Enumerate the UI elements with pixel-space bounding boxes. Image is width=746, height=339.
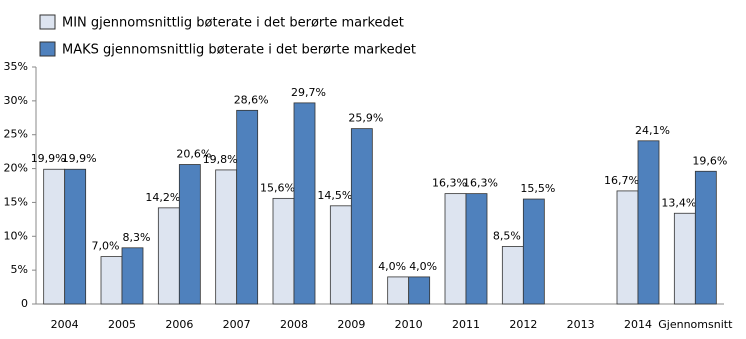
bar — [387, 276, 410, 305]
bar — [272, 197, 295, 305]
data-label: 14,5% — [317, 189, 352, 202]
bar — [637, 140, 660, 305]
bar — [157, 207, 180, 305]
x-tick-label: 2007 — [223, 318, 251, 331]
data-label: 20,6% — [176, 148, 211, 161]
x-tick-label: 2011 — [452, 318, 480, 331]
bar — [694, 170, 717, 305]
bar — [100, 256, 123, 305]
bar — [350, 128, 373, 305]
bar — [215, 169, 238, 305]
y-tick-label: 30% — [4, 94, 28, 107]
bar — [43, 168, 66, 305]
x-tick-label: 2008 — [280, 318, 308, 331]
y-tick-label: 0 — [21, 297, 28, 310]
y-tick-label: 25% — [4, 128, 28, 141]
data-label: 13,4% — [661, 196, 696, 209]
legend-label: MAKS gjennomsnittlig bøterate i det berø… — [62, 43, 416, 58]
data-label: 15,5% — [520, 182, 555, 195]
data-label: 4,0% — [378, 260, 406, 273]
legend-swatch — [39, 14, 56, 30]
data-label: 14,2% — [145, 191, 180, 204]
bar — [121, 247, 144, 305]
data-label: 7,0% — [92, 240, 120, 253]
y-tick-label: 10% — [4, 229, 28, 242]
bar — [408, 276, 431, 305]
data-label: 4,0% — [409, 260, 437, 273]
data-label: 19,9% — [62, 152, 97, 165]
x-tick-label: 2013 — [567, 318, 595, 331]
data-label: 24,1% — [635, 124, 670, 137]
data-label: 19,9% — [31, 152, 66, 165]
bar — [673, 212, 696, 305]
x-tick-label: 2006 — [165, 318, 193, 331]
x-tick-label: 2010 — [395, 318, 423, 331]
bar — [329, 205, 352, 305]
data-label: 16,3% — [463, 177, 498, 190]
data-label: 8,3% — [123, 231, 151, 244]
bar — [178, 164, 201, 305]
bar — [444, 193, 467, 305]
data-label: 25,9% — [348, 112, 383, 125]
data-label: 8,5% — [493, 229, 521, 242]
data-label: 28,6% — [234, 93, 269, 106]
y-tick-label: 20% — [4, 162, 28, 175]
y-tick-label: 5% — [11, 263, 28, 276]
x-tick-label: Gjennomsnitt — [658, 318, 733, 331]
bar — [64, 168, 87, 305]
y-tick-label: 35% — [4, 60, 28, 73]
legend-label: MIN gjennomsnittlig bøterate i det berør… — [62, 16, 404, 31]
bar — [236, 109, 259, 305]
bar — [616, 190, 639, 305]
bar — [522, 198, 545, 305]
legend-swatch — [39, 41, 56, 57]
x-tick-label: 2005 — [108, 318, 136, 331]
x-tick-label: 2012 — [509, 318, 537, 331]
x-tick-label: 2004 — [51, 318, 79, 331]
bar — [501, 246, 524, 305]
bar — [293, 102, 316, 305]
data-label: 19,8% — [203, 153, 238, 166]
x-tick-label: 2009 — [337, 318, 365, 331]
data-label: 16,3% — [432, 177, 467, 190]
data-label: 15,6% — [260, 181, 295, 194]
y-tick-label: 15% — [4, 195, 28, 208]
bar — [465, 193, 488, 305]
x-tick-label: 2014 — [624, 318, 652, 331]
data-label: 16,7% — [604, 174, 639, 187]
data-label: 19,6% — [692, 154, 727, 167]
data-label: 29,7% — [291, 86, 326, 99]
